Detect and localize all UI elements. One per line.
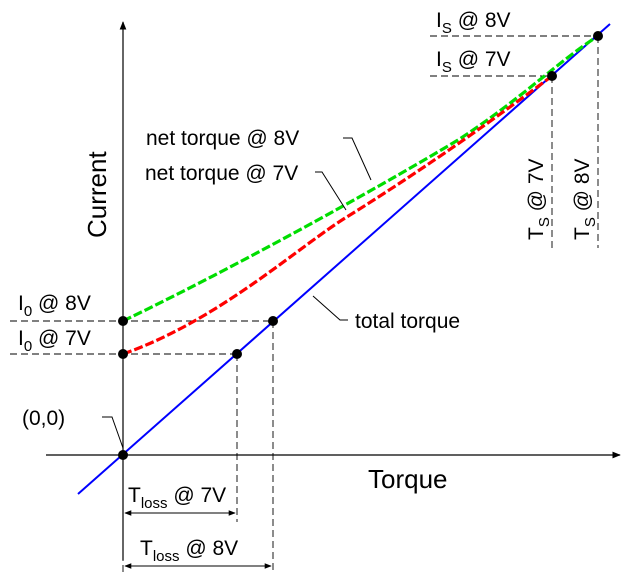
y-axis-title: Current <box>82 151 112 238</box>
label-net-torque-7v: net torque @ 7V <box>145 162 298 185</box>
label-ts-7v: TS @ 7V <box>525 158 553 240</box>
tloss-8v-point <box>268 316 278 326</box>
label-is-8v: IS @ 8V <box>436 9 511 37</box>
stall-8v-point <box>593 31 603 41</box>
label-total-torque: total torque <box>355 310 460 333</box>
total-torque-line <box>77 23 611 495</box>
label-tloss-8v: Tloss @ 8V <box>140 537 238 565</box>
net-torque-8v-curve <box>122 34 599 323</box>
label-ts-8v: TS @ 8V <box>571 158 599 240</box>
net-torque-7v-curve <box>122 74 553 356</box>
guide-lines <box>10 35 599 575</box>
origin-point <box>118 450 128 460</box>
x-axis-title: Torque <box>368 464 448 494</box>
label-tloss-7v: Tloss @ 7V <box>128 484 226 512</box>
label-i0-8v: I0 @ 8V <box>18 292 91 320</box>
label-net-torque-8v: net torque @ 8V <box>146 127 299 150</box>
label-is-7v: IS @ 7V <box>436 48 511 76</box>
leader-lines <box>102 137 372 449</box>
i0-7v-point <box>118 349 128 359</box>
tloss-7v-point <box>232 349 242 359</box>
key-points <box>118 31 603 460</box>
stall-7v-point <box>547 71 557 81</box>
label-origin: (0,0) <box>22 407 65 430</box>
i0-8v-point <box>118 316 128 326</box>
label-i0-7v: I0 @ 7V <box>18 327 91 355</box>
